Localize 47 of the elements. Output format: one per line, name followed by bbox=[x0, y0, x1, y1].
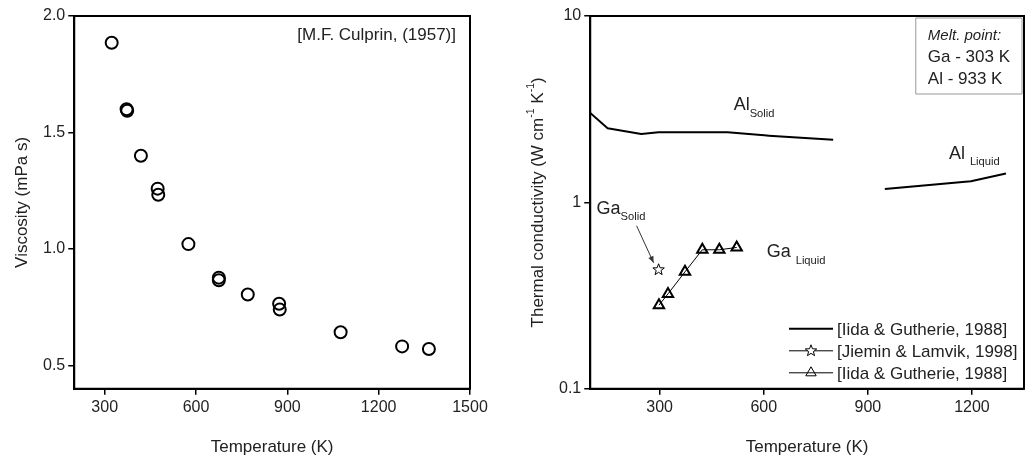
point bbox=[652, 263, 665, 276]
point bbox=[421, 341, 436, 356]
x-tick-label: 300 bbox=[646, 397, 674, 415]
y-tick-label: 1.5 bbox=[42, 122, 66, 140]
point bbox=[181, 237, 196, 252]
annotation: Ga Liquid bbox=[766, 241, 826, 266]
annotation: Melt. point: bbox=[927, 26, 1002, 43]
point bbox=[652, 298, 666, 310]
x-tick-label: 900 bbox=[854, 397, 882, 415]
annotation: [M.F. Culprin, (1957)] bbox=[297, 25, 457, 44]
x-tick-label: 600 bbox=[182, 397, 210, 415]
point bbox=[395, 339, 410, 354]
x-tick-label: 1200 bbox=[360, 397, 397, 415]
legend-label: [Iida & Gutherie, 1988] bbox=[837, 319, 1008, 339]
y-axis-title: Viscosity (mPa s) bbox=[11, 136, 31, 268]
annotation: Ga - 303 K bbox=[927, 47, 1011, 66]
point bbox=[696, 242, 709, 254]
x-axis-title: Temperature (K) bbox=[210, 437, 334, 456]
point bbox=[713, 242, 726, 254]
point bbox=[661, 286, 675, 298]
y-tick-label: 0.5 bbox=[42, 355, 66, 373]
legend-label: [Iida & Gutherie, 1988] bbox=[837, 363, 1008, 383]
x-tick-label: 1200 bbox=[954, 397, 990, 415]
y-tick-label: 10 bbox=[563, 6, 582, 24]
x-tick-label: 900 bbox=[273, 397, 301, 415]
x-tick-label: 600 bbox=[750, 397, 778, 415]
x-axis-title: Temperature (K) bbox=[745, 437, 869, 456]
point bbox=[730, 240, 743, 252]
point bbox=[133, 148, 148, 163]
point bbox=[272, 302, 287, 317]
y-tick-label: 2.0 bbox=[42, 6, 66, 24]
annotation: Al - 933 K bbox=[927, 69, 1004, 88]
point bbox=[272, 296, 287, 311]
point bbox=[333, 325, 348, 340]
y-axis-title: Thermal conductivity (W cm-1 K-1) bbox=[524, 77, 547, 328]
y-tick-label: 0.1 bbox=[558, 379, 582, 397]
annotation: Al Liquid bbox=[948, 143, 1000, 168]
point bbox=[150, 181, 165, 196]
x-tick-label: 300 bbox=[91, 397, 119, 415]
legend-label: [Jiemin & Lamvik, 1998] bbox=[837, 341, 1018, 361]
point bbox=[678, 264, 692, 276]
y-tick-label: 1.0 bbox=[42, 239, 66, 257]
point bbox=[104, 35, 119, 50]
y-tick-label: 1 bbox=[572, 192, 582, 210]
point bbox=[240, 287, 255, 302]
x-tick-label: 1500 bbox=[452, 397, 488, 415]
point bbox=[151, 187, 166, 202]
